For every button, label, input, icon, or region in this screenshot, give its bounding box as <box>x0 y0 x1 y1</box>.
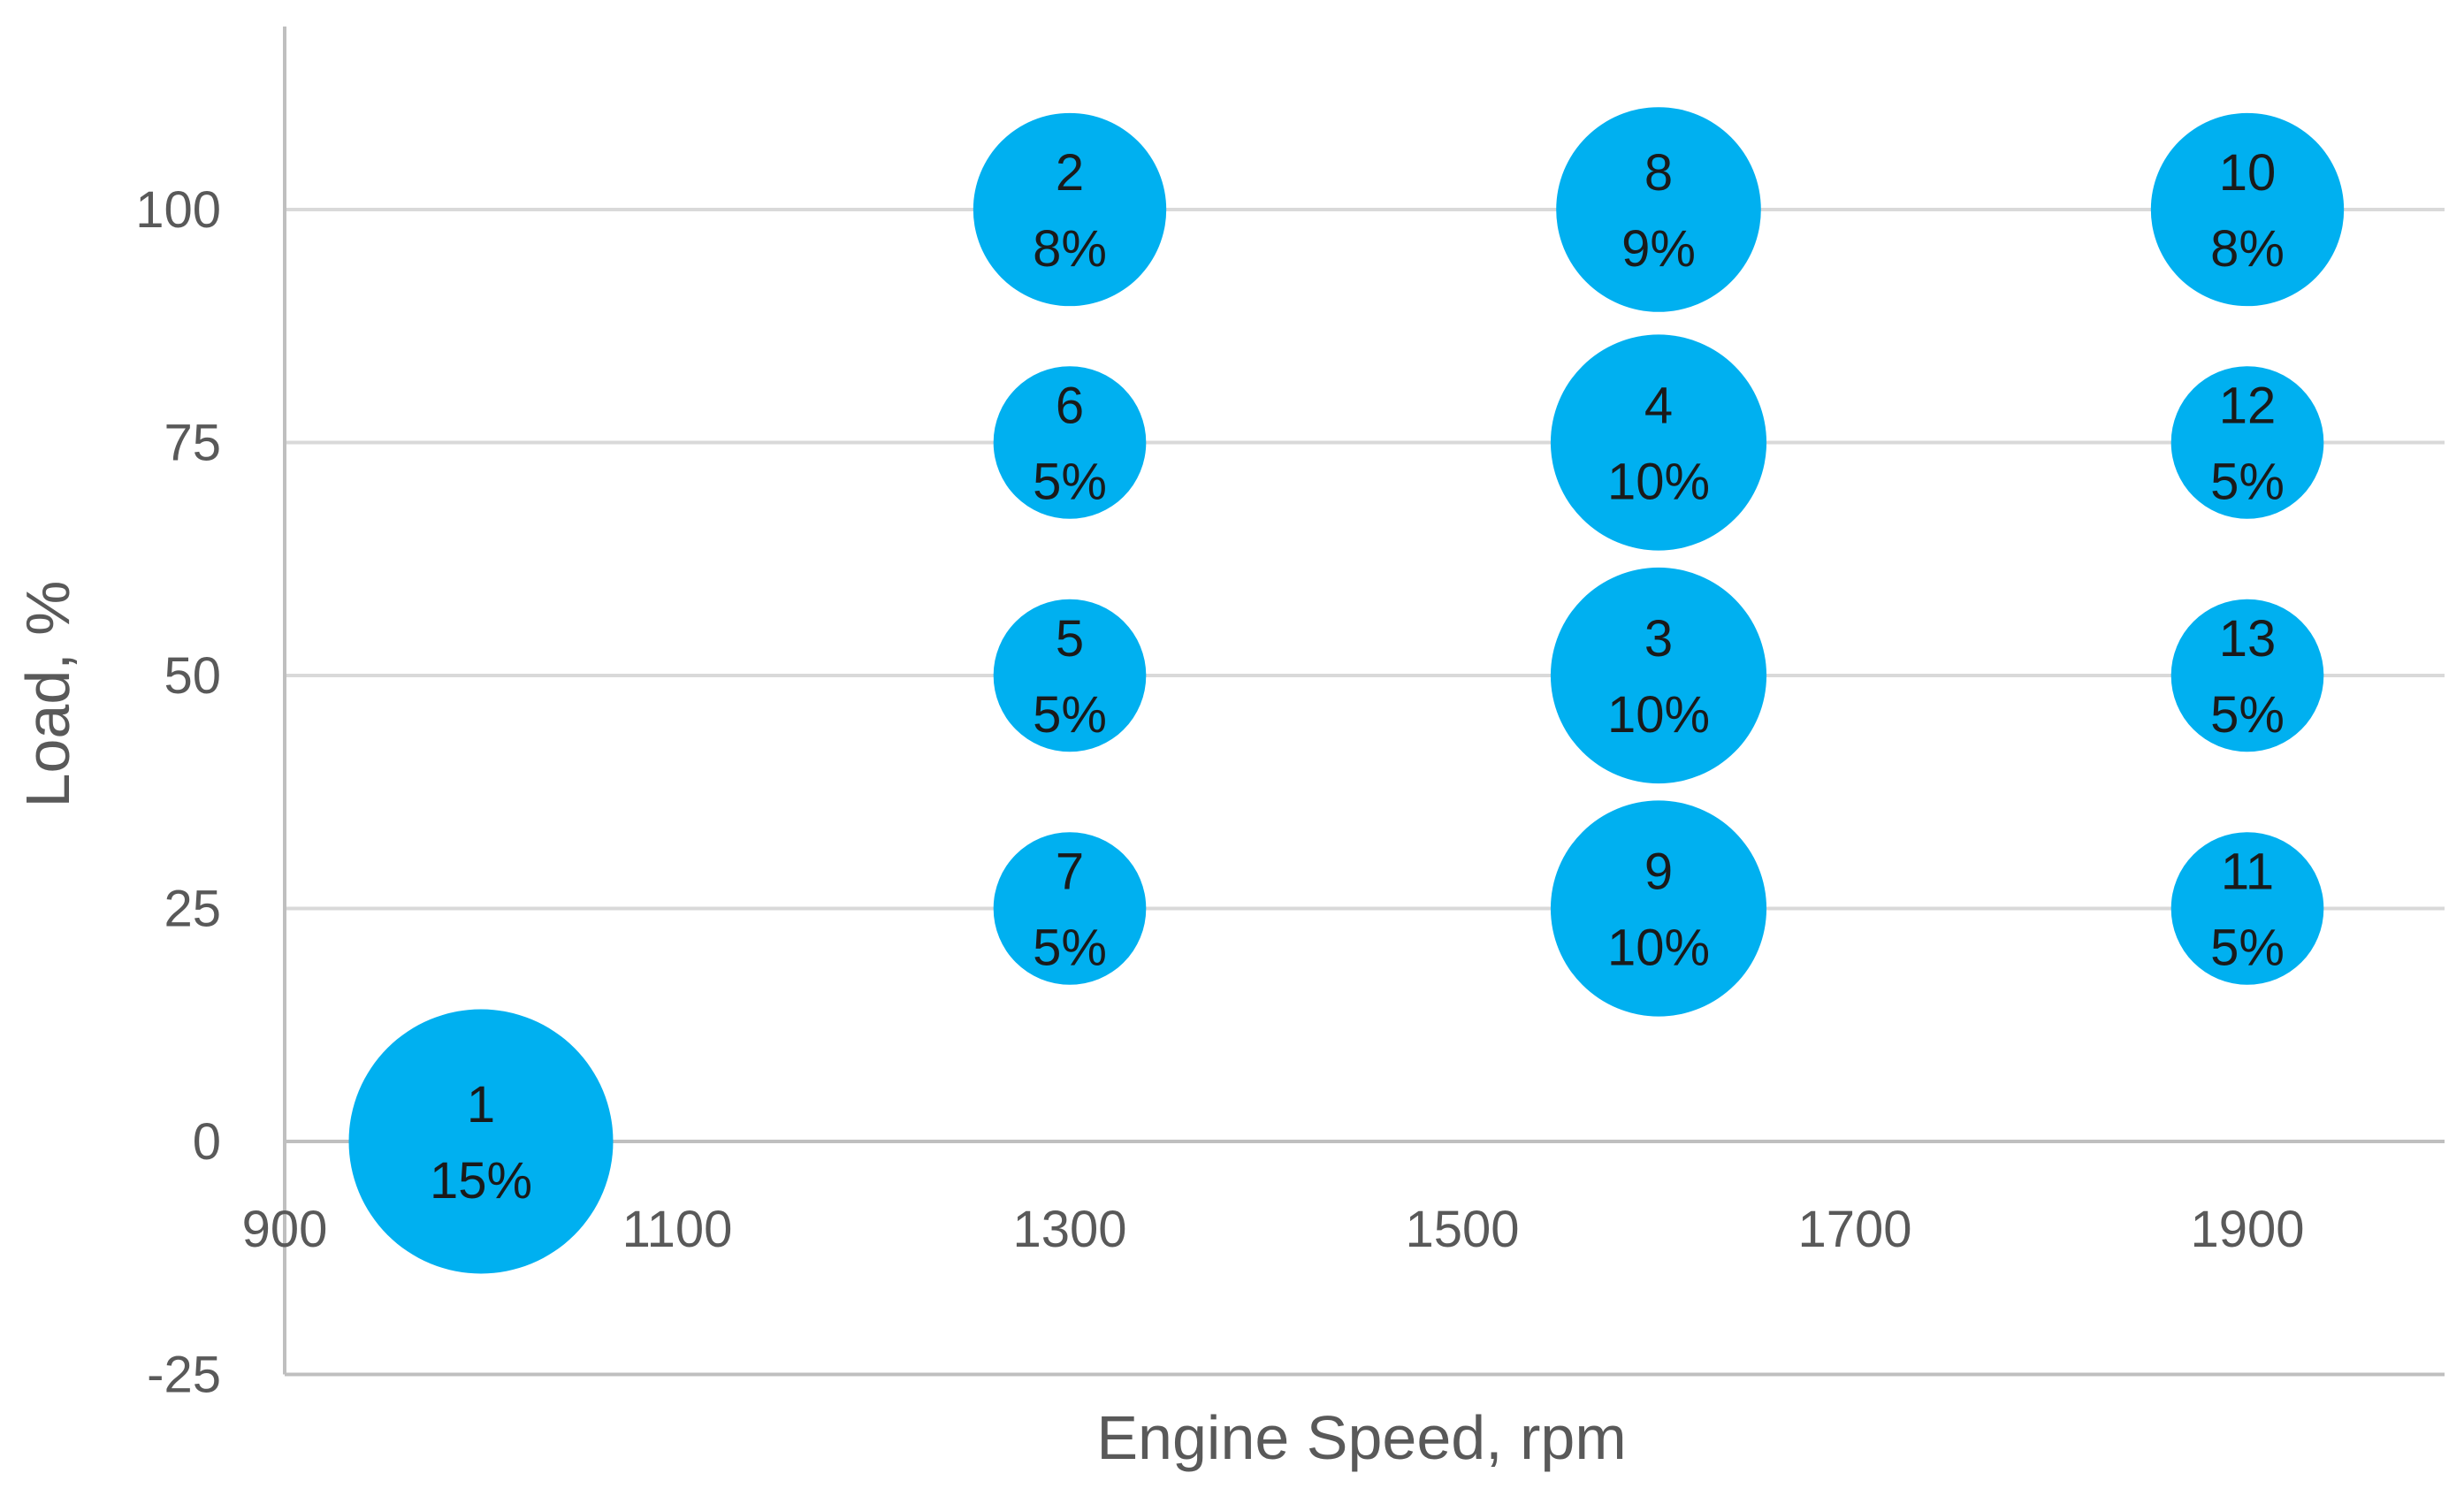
x-tick-label-1500: 1500 <box>1405 1201 1519 1258</box>
bubble-weight-label-3: 10% <box>1607 686 1710 744</box>
bubble-id-label-1: 1 <box>467 1076 495 1133</box>
bubble-id-label-9: 9 <box>1644 843 1673 901</box>
bubble-id-label-7: 7 <box>1056 843 1084 901</box>
x-tick-label-1900: 1900 <box>2190 1201 2304 1258</box>
x-tick-label-1300: 1300 <box>1012 1201 1126 1258</box>
bubble-12 <box>2170 366 2324 519</box>
bubble-weight-label-1: 15% <box>430 1152 532 1210</box>
bubble-13 <box>2170 599 2324 752</box>
x-tick-label-900: 900 <box>242 1201 328 1258</box>
bubble-4 <box>1550 334 1767 551</box>
bubble-id-label-5: 5 <box>1056 610 1084 668</box>
x-tick-label-1100: 1100 <box>622 1201 733 1258</box>
bubble-11 <box>2170 832 2324 985</box>
bubble-weight-label-13: 5% <box>2210 686 2285 744</box>
bubble-5 <box>993 599 1147 752</box>
y-tick-label-100: 100 <box>135 181 221 239</box>
bubble-weight-label-12: 5% <box>2210 454 2285 511</box>
bubble-7 <box>993 832 1147 985</box>
bubble-id-label-2: 2 <box>1056 144 1084 202</box>
bubble-1 <box>348 1009 614 1274</box>
bubble-weight-label-5: 5% <box>1033 686 1107 744</box>
bubbles: 115%28%310%410%55%65%75%89%910%108%115%1… <box>348 107 2345 1274</box>
bubble-id-label-4: 4 <box>1644 378 1673 435</box>
y-tick-label-0: 0 <box>193 1113 221 1171</box>
bubble-3 <box>1550 567 1767 784</box>
bubble-weight-label-9: 10% <box>1607 920 1710 977</box>
bubble-6 <box>993 366 1147 519</box>
axes <box>283 27 2445 1377</box>
bubble-weight-label-7: 5% <box>1033 920 1107 977</box>
bubble-weight-label-2: 8% <box>1033 220 1107 278</box>
bubble-weight-label-11: 5% <box>2210 920 2285 977</box>
y-tick-label-50: 50 <box>164 647 221 705</box>
bubble-id-label-13: 13 <box>2219 610 2277 668</box>
bubble-9 <box>1550 800 1767 1017</box>
bubble-id-label-8: 8 <box>1644 144 1673 202</box>
y-tick-label-75: 75 <box>164 415 221 472</box>
bubble-2 <box>973 112 1167 307</box>
bubble-weight-label-10: 8% <box>2210 220 2285 278</box>
bubble-weight-label-4: 10% <box>1607 454 1710 511</box>
bubble-8 <box>1556 107 1761 312</box>
bubble-id-label-12: 12 <box>2219 378 2277 435</box>
x-tick-label-1700: 1700 <box>1797 1201 1911 1258</box>
gridlines <box>285 208 2445 911</box>
bubble-id-label-10: 10 <box>2219 144 2277 202</box>
bubble-id-label-6: 6 <box>1056 378 1084 435</box>
bubble-weight-label-8: 9% <box>1621 220 1696 278</box>
bubble-id-label-3: 3 <box>1644 610 1673 668</box>
y-axis-title: Load, % <box>13 581 82 808</box>
x-axis-title: Engine Speed, rpm <box>1096 1403 1626 1472</box>
bubble-weight-label-6: 5% <box>1033 454 1107 511</box>
bubble-id-label-11: 11 <box>2221 843 2274 901</box>
y-tick-label--25: -25 <box>147 1347 221 1404</box>
y-tick-label-25: 25 <box>164 881 221 938</box>
bubble-10 <box>2150 112 2345 307</box>
